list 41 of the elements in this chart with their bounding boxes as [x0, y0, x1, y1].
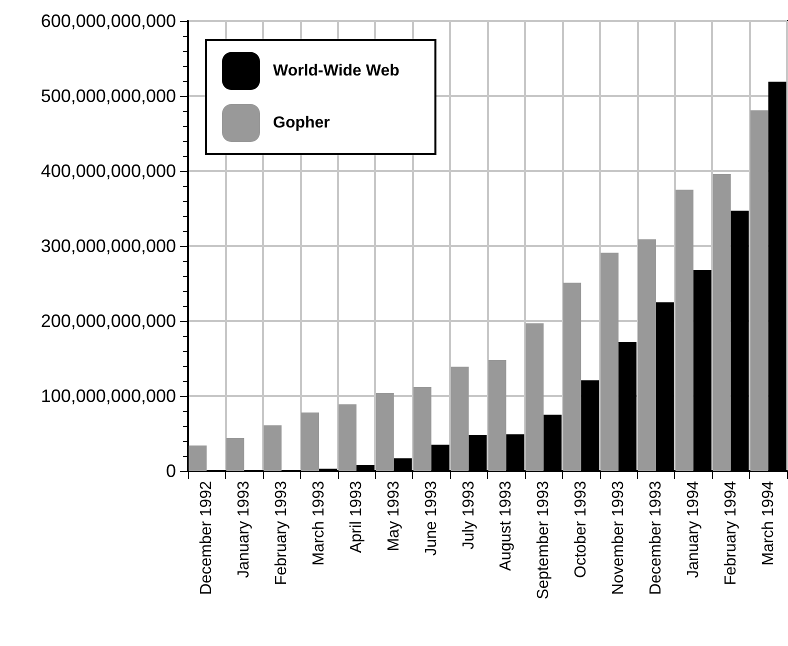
- bar: [301, 412, 320, 471]
- bar: [488, 360, 506, 471]
- bar: [675, 190, 694, 471]
- x-tick-label: June 1993: [422, 480, 440, 556]
- x-tick-label: January 1993: [236, 480, 253, 578]
- x-tick-label: January 1994: [684, 480, 702, 578]
- x-tick-label: November 1993: [610, 480, 628, 595]
- x-tick-label: February 1993: [273, 480, 290, 586]
- bar: [563, 282, 582, 471]
- x-tick-label: April 1993: [348, 480, 365, 554]
- bar: [526, 323, 544, 471]
- bar: [450, 366, 469, 471]
- bar: [264, 425, 282, 471]
- legend-label: World-Wide Web: [273, 62, 400, 80]
- bar: [188, 446, 207, 471]
- x-tick-label: February 1994: [722, 480, 740, 586]
- x-tick-label: July 1993: [460, 480, 478, 550]
- x-tick-label: September 1993: [535, 480, 552, 600]
- legend-label: Gopher: [273, 114, 330, 132]
- bar: [226, 438, 244, 471]
- bar: [413, 387, 432, 471]
- x-tick-label: May 1993: [385, 480, 402, 552]
- y-tick-label: 600,000,000,000: [40, 11, 176, 31]
- y-tick-label: 200,000,000,000: [40, 311, 176, 331]
- y-tick-label: 0: [166, 461, 176, 481]
- y-tick-label: 100,000,000,000: [40, 386, 176, 406]
- x-tick-label: December 1992: [198, 480, 216, 595]
- x-tick-label: March 1993: [310, 480, 328, 566]
- bar: [638, 239, 656, 471]
- bar: [750, 110, 768, 471]
- x-tick-label: December 1993: [647, 480, 664, 595]
- x-tick-label: October 1993: [572, 480, 590, 578]
- y-tick-label: 400,000,000,000: [40, 161, 176, 181]
- y-tick-label: 300,000,000,000: [40, 236, 176, 256]
- bar: [376, 393, 394, 471]
- bar: [338, 404, 356, 471]
- bar: [712, 174, 731, 471]
- x-tick-label: March 1994: [760, 480, 777, 566]
- bar: [600, 252, 619, 471]
- x-tick-label: August 1993: [498, 480, 515, 571]
- y-tick-label: 500,000,000,000: [40, 86, 176, 106]
